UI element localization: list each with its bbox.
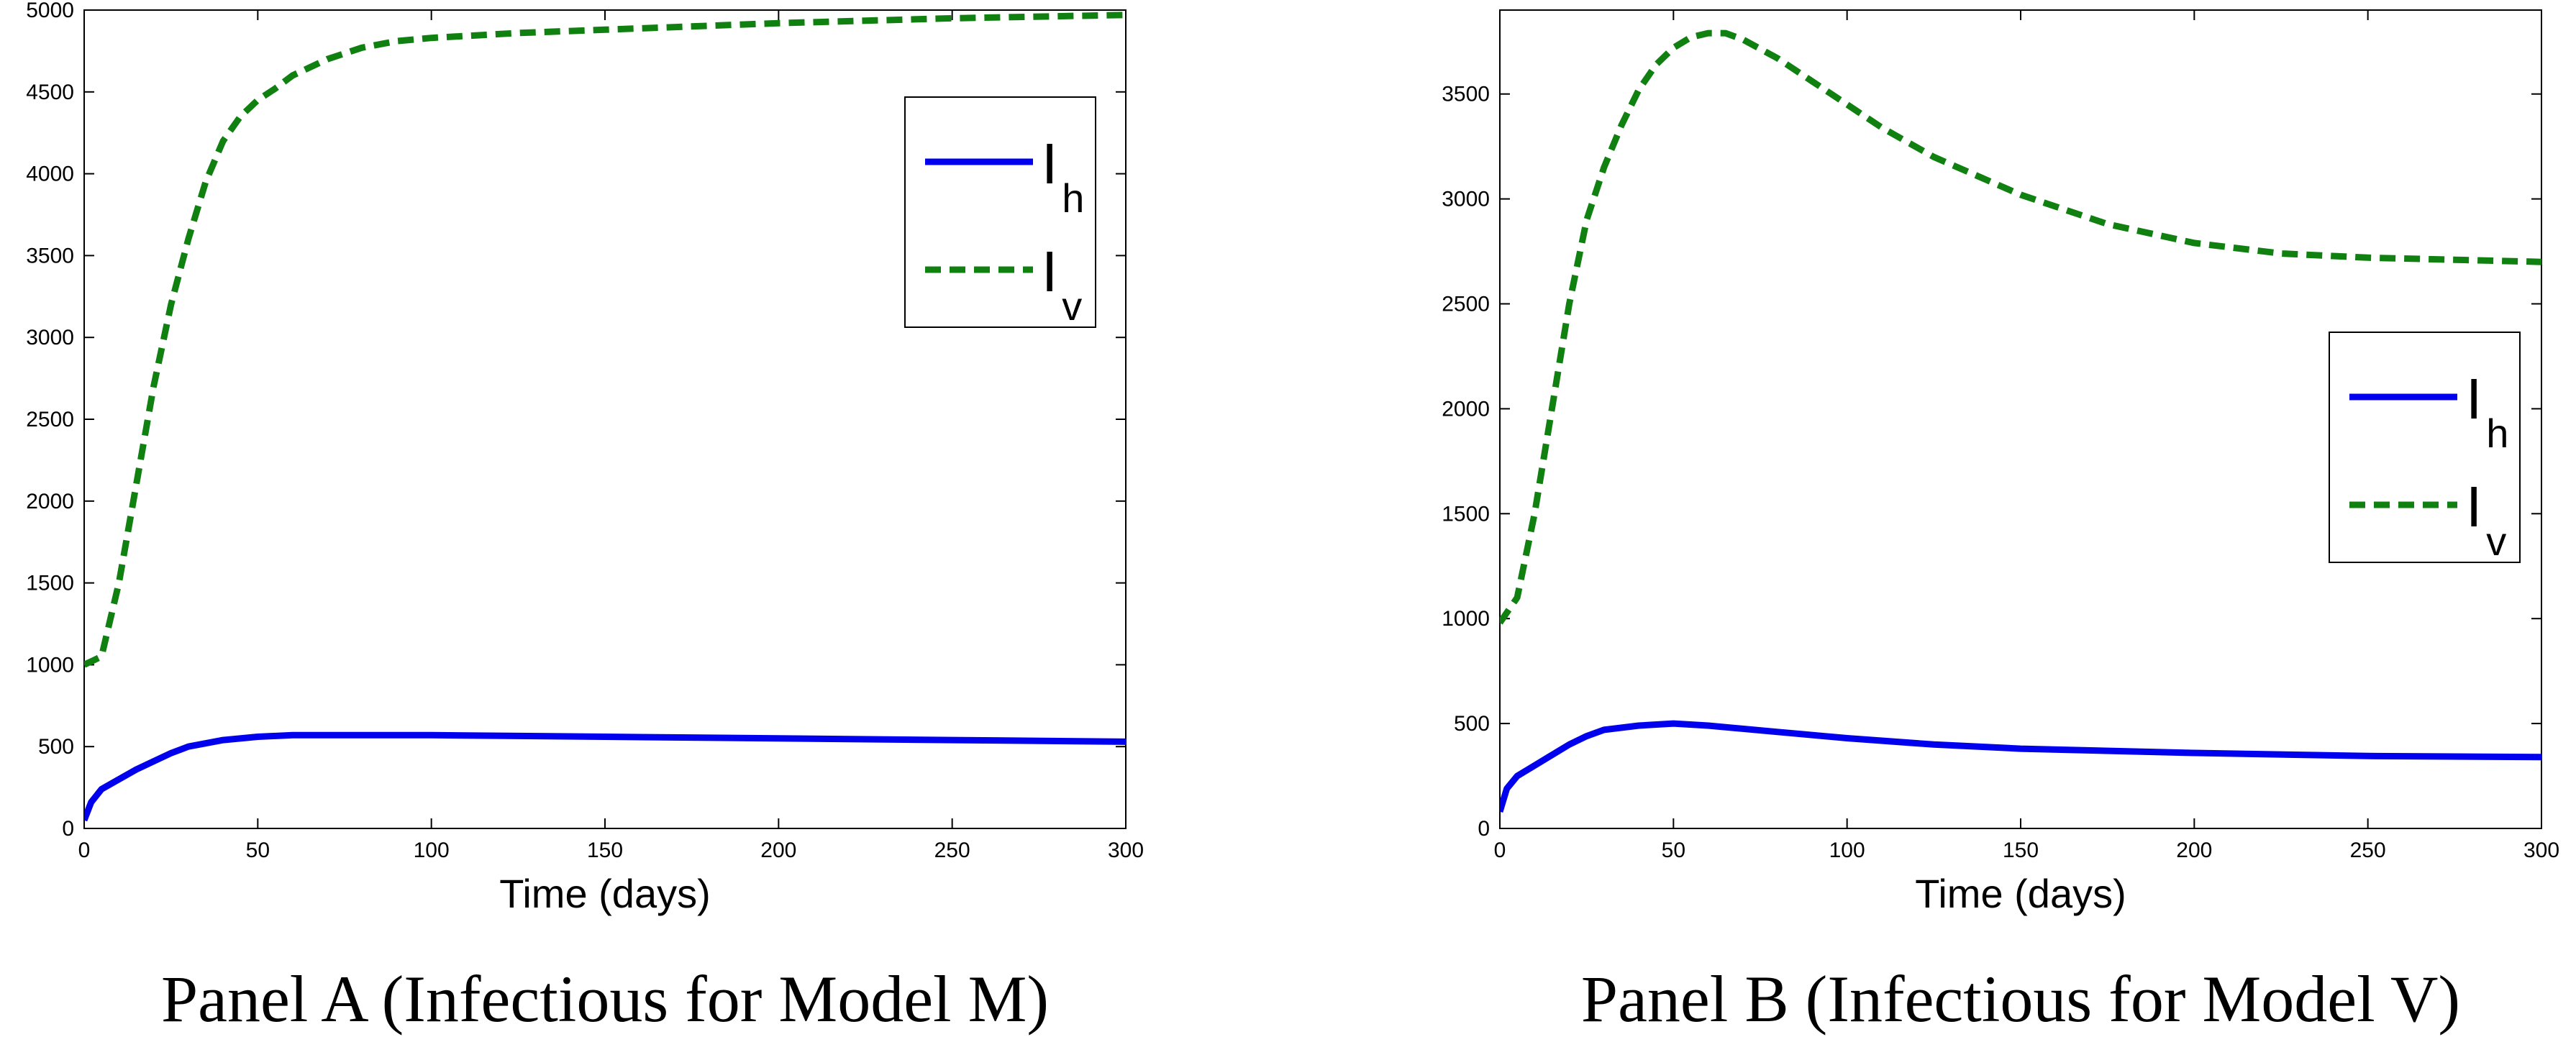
panel-b-x-axis-label: Time (days) bbox=[1915, 871, 2126, 916]
panel-b-x-tick-label: 300 bbox=[2523, 839, 2559, 862]
panel-b-x-tick-label: 250 bbox=[2350, 839, 2386, 862]
panel-b-y-tick-label: 1000 bbox=[1442, 607, 1490, 631]
panel-a-y-tick-label: 1500 bbox=[26, 572, 74, 595]
panel-b-x-tick-label: 100 bbox=[1829, 839, 1865, 862]
panel-b-x-tick-label: 150 bbox=[2003, 839, 2039, 862]
panel-a-y-tick-label: 0 bbox=[62, 817, 74, 841]
panel-b-series-iv-line bbox=[1500, 29, 2541, 625]
panel-a-y-tick-label: 4500 bbox=[26, 81, 74, 104]
panel-b-series-ih-line bbox=[1500, 720, 2541, 813]
panel-a-x-tick-label: 100 bbox=[414, 839, 450, 862]
panel-b-y-tick-label: 1500 bbox=[1442, 502, 1490, 526]
panel-a-x-tick-label: 250 bbox=[934, 839, 970, 862]
panel-b-legend-label-ih: Ih bbox=[2466, 367, 2508, 456]
panel-a-y-tick-label: 500 bbox=[38, 735, 74, 759]
panel-a-y-tick-label: 3500 bbox=[26, 244, 74, 268]
panel-a-x-tick-label: 0 bbox=[78, 839, 91, 862]
panel-a-legend-label-iv: Iv bbox=[1042, 239, 1082, 329]
panel-b-caption: Panel B (Infectious for Model V) bbox=[1581, 962, 2460, 1036]
panel-a-legend: Ih Iv bbox=[904, 96, 1096, 329]
panel-a-x-tick-label: 200 bbox=[760, 839, 796, 862]
panel-a-x-tick-label: 300 bbox=[1108, 839, 1144, 862]
panel-b-y-tick-label: 2500 bbox=[1442, 293, 1490, 316]
panel-a-y-tick-label: 2000 bbox=[26, 490, 74, 513]
panel-a-y-tick-label: 1000 bbox=[26, 653, 74, 677]
panel-b-x-tick-label: 0 bbox=[1494, 839, 1506, 862]
panel-a-chart: 0 50 100 150 200 250 3000500100015002000250030… bbox=[26, 0, 1144, 1036]
panel-b-legend-box bbox=[2329, 332, 2521, 563]
panel-b-chart: 0 50 100 150 200 250 3000500100015002000250030… bbox=[1442, 9, 2559, 1036]
panel-b-y-tick-label: 500 bbox=[1454, 712, 1490, 736]
panel-b-x-tick-label: 200 bbox=[2176, 839, 2212, 862]
panel-a-x-tick-label: 50 bbox=[246, 839, 270, 862]
panel-a-caption: Panel A (Infectious for Model M) bbox=[161, 962, 1049, 1036]
panel-b-legend: Ih Iv bbox=[2329, 332, 2521, 564]
panel-b-y-tick-label: 3500 bbox=[1442, 83, 1490, 106]
panel-a-y-tick-label: 2500 bbox=[26, 408, 74, 431]
panel-b-x-tick-label: 50 bbox=[1662, 839, 1685, 862]
panel-a-y-tick-label: 4000 bbox=[26, 163, 74, 186]
panel-b-y-tick-label: 2000 bbox=[1442, 397, 1490, 421]
panel-a-legend-label-ih: Ih bbox=[1042, 132, 1084, 221]
panel-b-y-tick-label: 3000 bbox=[1442, 188, 1490, 211]
panel-a-series-ih-line bbox=[84, 731, 1126, 822]
panel-a-series-iv-line bbox=[84, 12, 1126, 668]
panel-a-legend-box bbox=[904, 96, 1096, 328]
panel-a-x-axis-label: Time (days) bbox=[499, 871, 711, 916]
panel-b-legend-label-iv: Iv bbox=[2466, 475, 2506, 564]
panel-a-y-tick-label: 3000 bbox=[26, 326, 74, 349]
panel-a-y-tick-label: 5000 bbox=[26, 0, 74, 22]
panel-b-y-tick-label: 0 bbox=[1478, 817, 1490, 841]
panel-a-x-tick-label: 150 bbox=[587, 839, 623, 862]
